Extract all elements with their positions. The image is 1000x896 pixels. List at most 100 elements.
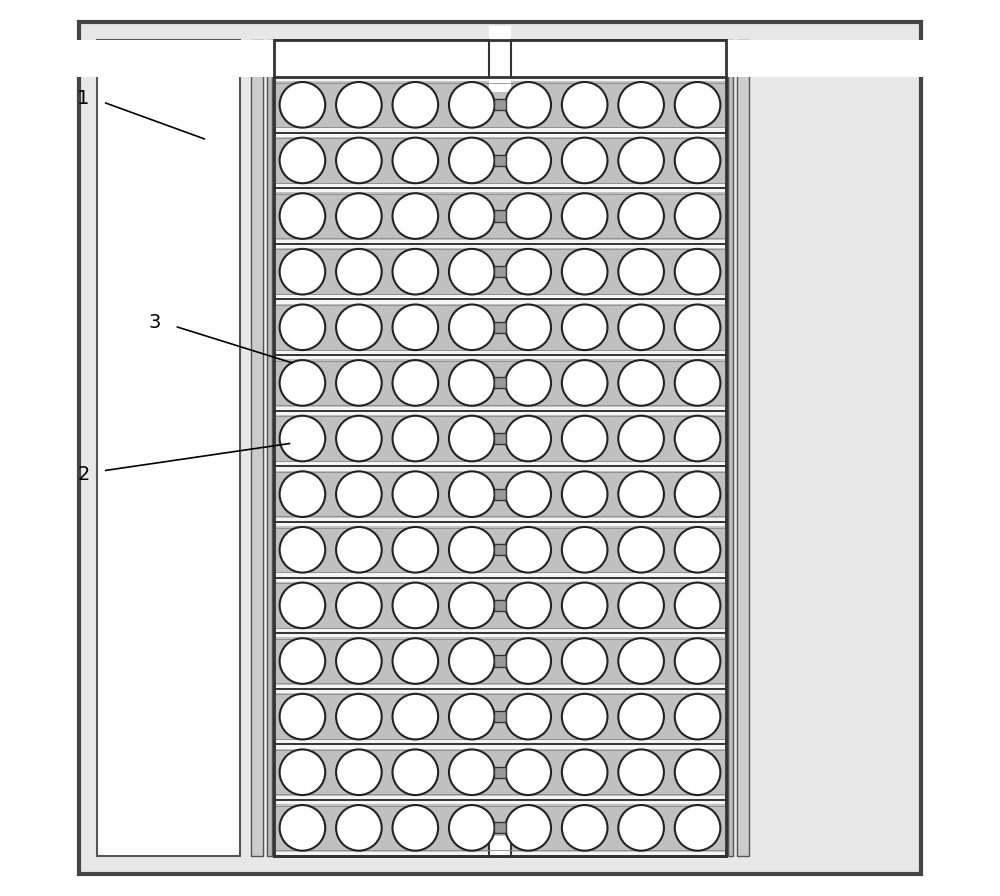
- Bar: [274, 582, 726, 629]
- Circle shape: [393, 138, 438, 184]
- Circle shape: [505, 416, 551, 461]
- Circle shape: [505, 138, 551, 184]
- Bar: [267, 40, 272, 856]
- Circle shape: [393, 582, 438, 628]
- Circle shape: [449, 694, 495, 739]
- Bar: [251, 40, 263, 856]
- Circle shape: [449, 138, 495, 184]
- Circle shape: [336, 138, 382, 184]
- Circle shape: [505, 305, 551, 350]
- Circle shape: [675, 527, 720, 573]
- Circle shape: [505, 82, 551, 127]
- Circle shape: [675, 194, 720, 239]
- Circle shape: [280, 749, 325, 795]
- Circle shape: [505, 360, 551, 406]
- Circle shape: [336, 471, 382, 517]
- Circle shape: [393, 527, 438, 573]
- Circle shape: [393, 416, 438, 461]
- Bar: [274, 637, 726, 685]
- Circle shape: [562, 694, 607, 739]
- Circle shape: [449, 416, 495, 461]
- Circle shape: [618, 694, 664, 739]
- Circle shape: [280, 416, 325, 461]
- Bar: [494, 155, 506, 166]
- Circle shape: [505, 638, 551, 684]
- Circle shape: [336, 638, 382, 684]
- Circle shape: [505, 527, 551, 573]
- Circle shape: [449, 360, 495, 406]
- Circle shape: [336, 749, 382, 795]
- Circle shape: [336, 360, 382, 406]
- Circle shape: [280, 749, 325, 795]
- Circle shape: [675, 694, 720, 739]
- Circle shape: [562, 138, 607, 184]
- Bar: [274, 248, 726, 296]
- Circle shape: [393, 305, 438, 350]
- Circle shape: [618, 82, 664, 127]
- Circle shape: [449, 527, 495, 573]
- Circle shape: [336, 694, 382, 739]
- Circle shape: [280, 138, 325, 184]
- Circle shape: [562, 471, 607, 517]
- Bar: [274, 193, 726, 240]
- Circle shape: [675, 694, 720, 739]
- Circle shape: [449, 749, 495, 795]
- Bar: [274, 40, 726, 856]
- Circle shape: [618, 749, 664, 795]
- Bar: [494, 322, 506, 332]
- Bar: [274, 40, 726, 77]
- Circle shape: [280, 305, 325, 350]
- Circle shape: [280, 194, 325, 239]
- Circle shape: [336, 527, 382, 573]
- Circle shape: [618, 527, 664, 573]
- Circle shape: [675, 138, 720, 184]
- Circle shape: [336, 806, 382, 850]
- Circle shape: [280, 806, 325, 850]
- Circle shape: [336, 249, 382, 295]
- Circle shape: [618, 416, 664, 461]
- Circle shape: [618, 194, 664, 239]
- Bar: [274, 415, 726, 462]
- Circle shape: [505, 82, 551, 127]
- Circle shape: [280, 194, 325, 239]
- Circle shape: [449, 638, 495, 684]
- Circle shape: [675, 82, 720, 127]
- Circle shape: [393, 82, 438, 127]
- Circle shape: [505, 582, 551, 628]
- Bar: [494, 211, 506, 221]
- Circle shape: [618, 305, 664, 350]
- Circle shape: [562, 749, 607, 795]
- Circle shape: [505, 249, 551, 295]
- Circle shape: [280, 806, 325, 850]
- Circle shape: [280, 527, 325, 573]
- Circle shape: [336, 194, 382, 239]
- Bar: [274, 304, 726, 351]
- Circle shape: [449, 582, 495, 628]
- Circle shape: [505, 806, 551, 850]
- Circle shape: [280, 82, 325, 127]
- Circle shape: [562, 638, 607, 684]
- Circle shape: [449, 694, 495, 739]
- Circle shape: [505, 582, 551, 628]
- Circle shape: [393, 749, 438, 795]
- Circle shape: [449, 82, 495, 127]
- Circle shape: [449, 194, 495, 239]
- Circle shape: [562, 694, 607, 739]
- Circle shape: [562, 806, 607, 850]
- Circle shape: [336, 749, 382, 795]
- Bar: [494, 433, 506, 444]
- Circle shape: [505, 416, 551, 461]
- Text: 1: 1: [77, 89, 90, 108]
- Circle shape: [675, 806, 720, 850]
- Circle shape: [675, 582, 720, 628]
- Circle shape: [562, 82, 607, 127]
- Circle shape: [336, 638, 382, 684]
- Circle shape: [393, 806, 438, 850]
- Circle shape: [280, 138, 325, 184]
- Circle shape: [393, 694, 438, 739]
- Circle shape: [618, 305, 664, 350]
- Circle shape: [449, 416, 495, 461]
- Circle shape: [505, 471, 551, 517]
- Circle shape: [336, 806, 382, 850]
- Circle shape: [280, 471, 325, 517]
